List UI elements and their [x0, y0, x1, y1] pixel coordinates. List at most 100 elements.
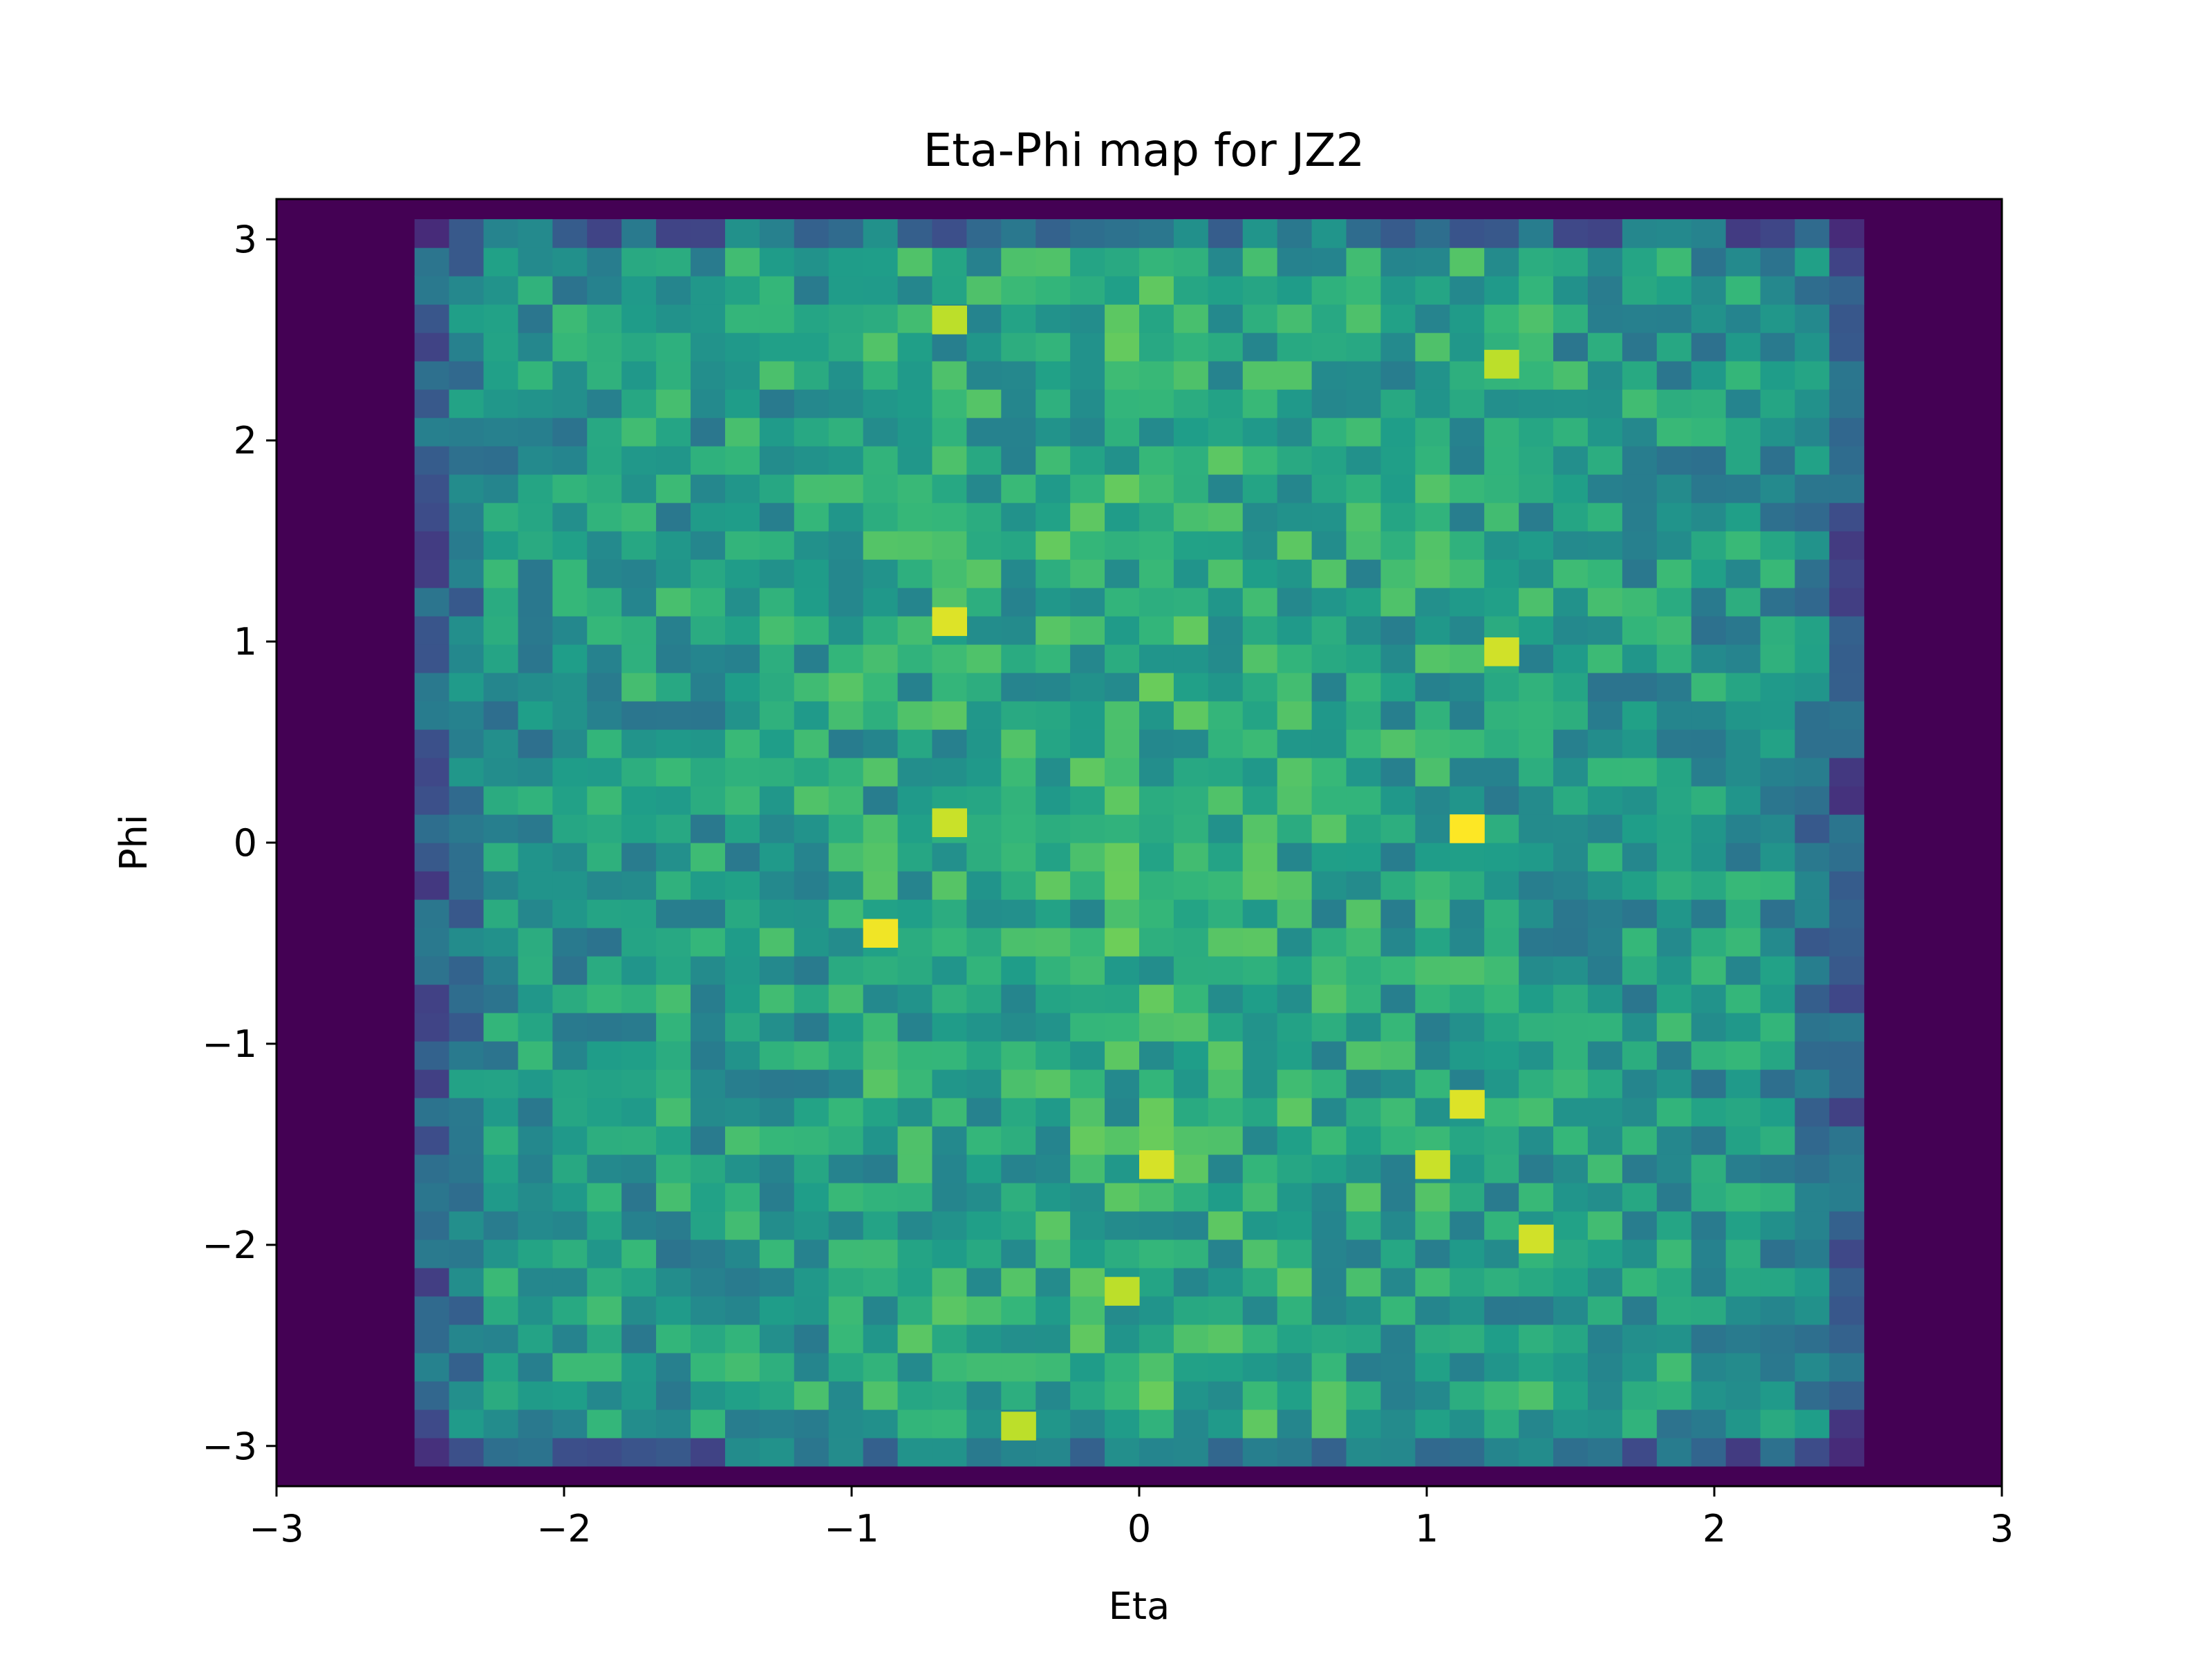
heatmap-cell: [724, 1239, 760, 1268]
heatmap-cell: [1277, 1437, 1313, 1467]
heatmap-cell: [966, 871, 1002, 900]
heatmap-cell: [1450, 729, 1485, 758]
heatmap-cell: [1725, 247, 1761, 276]
heatmap-cell: [1553, 1154, 1588, 1183]
heatmap-cell: [1415, 871, 1450, 900]
heatmap-cell: [1311, 1324, 1347, 1353]
heatmap-cell: [656, 899, 691, 928]
heatmap-cell: [1484, 503, 1519, 532]
heatmap-cell: [1380, 927, 1416, 957]
heatmap-cell: [794, 1380, 830, 1410]
heatmap-cell: [828, 418, 864, 447]
heatmap-cell: [1208, 1210, 1244, 1240]
heatmap-cell: [552, 503, 588, 532]
heatmap-cell: [794, 588, 830, 617]
heatmap-hot-cell: [932, 306, 967, 335]
heatmap-cell: [1173, 843, 1209, 872]
heatmap-cell: [1070, 531, 1105, 560]
heatmap-cell: [1587, 418, 1623, 447]
heatmap-cell: [1208, 1239, 1244, 1268]
heatmap-cell: [1760, 927, 1796, 957]
heatmap-cell: [518, 701, 553, 730]
heatmap-cell: [1380, 1352, 1416, 1382]
heatmap-cell: [1035, 1239, 1071, 1268]
heatmap-cell: [1691, 1154, 1727, 1183]
heatmap-cell: [1001, 531, 1036, 560]
heatmap-cell: [414, 758, 450, 787]
heatmap-cell: [1208, 1097, 1244, 1127]
heatmap-cell: [1346, 1069, 1382, 1098]
heatmap-cell: [828, 1324, 864, 1353]
heatmap-cell: [828, 219, 864, 248]
heatmap-cell: [587, 871, 622, 900]
heatmap-cell: [1415, 1437, 1450, 1467]
heatmap-cell: [518, 276, 553, 305]
heatmap-cell: [621, 276, 657, 305]
heatmap-cell: [1001, 1437, 1036, 1467]
heatmap-cell: [656, 1409, 691, 1438]
heatmap-cell: [1760, 673, 1796, 702]
heatmap-cell: [1035, 1380, 1071, 1410]
heatmap-cell: [1622, 955, 1658, 985]
heatmap-cell: [1242, 474, 1278, 503]
heatmap-cell: [1760, 1012, 1796, 1042]
heatmap-cell: [759, 1295, 795, 1325]
heatmap-cell: [587, 559, 622, 588]
heatmap-cell: [1208, 1069, 1244, 1098]
heatmap-cell: [1346, 1012, 1382, 1042]
heatmap-cell: [932, 843, 967, 872]
heatmap-cell: [1035, 1182, 1071, 1212]
heatmap-cell: [587, 332, 622, 362]
heatmap-cell: [863, 673, 899, 702]
heatmap-cell: [897, 503, 933, 532]
heatmap-cell: [1553, 276, 1588, 305]
heatmap-cell: [587, 219, 622, 248]
heatmap-cell: [1173, 955, 1209, 985]
heatmap-cell: [1587, 332, 1623, 362]
heatmap-cell: [621, 1154, 657, 1183]
heatmap-cell: [1450, 531, 1485, 560]
heatmap-cell: [1691, 503, 1727, 532]
heatmap-cell: [1829, 219, 1864, 248]
heatmap-cell: [1622, 814, 1658, 843]
heatmap-cell: [1760, 786, 1796, 815]
heatmap-cell: [1656, 503, 1692, 532]
heatmap-cell: [587, 1437, 622, 1467]
heatmap-cell: [828, 1239, 864, 1268]
heatmap-cell: [1656, 758, 1692, 787]
heatmap-cell: [1553, 588, 1588, 617]
heatmap-cell: [1001, 1125, 1036, 1155]
heatmap-cell: [483, 332, 519, 362]
heatmap-cell: [621, 1040, 657, 1070]
heatmap-cell: [1519, 984, 1554, 1013]
heatmap-cell: [483, 616, 519, 645]
heatmap-cell: [552, 247, 588, 276]
heatmap-cell: [483, 1437, 519, 1467]
heatmap-cell: [1656, 474, 1692, 503]
heatmap-cell: [1346, 1125, 1382, 1155]
heatmap-cell: [1725, 1295, 1761, 1325]
heatmap-cell: [414, 1154, 450, 1183]
heatmap-cell: [794, 332, 830, 362]
heatmap-cell: [1519, 1352, 1554, 1382]
heatmap-cell: [1553, 418, 1588, 447]
heatmap-cell: [897, 361, 933, 390]
heatmap-cell: [1553, 1210, 1588, 1240]
heatmap-cell: [1725, 814, 1761, 843]
heatmap-cell: [483, 247, 519, 276]
heatmap-cell: [1139, 418, 1174, 447]
heatmap-cell: [1450, 927, 1485, 957]
heatmap-cell: [449, 1324, 485, 1353]
heatmap-cell: [621, 1125, 657, 1155]
heatmap-cell: [1725, 1239, 1761, 1268]
heatmap-cell: [1519, 644, 1554, 673]
heatmap-cell: [1242, 843, 1278, 872]
heatmap-cell: [1277, 276, 1313, 305]
heatmap-cell: [1070, 984, 1105, 1013]
heatmap-cell: [794, 616, 830, 645]
heatmap-cell: [1484, 474, 1519, 503]
heatmap-cell: [1380, 758, 1416, 787]
heatmap-cell: [1035, 927, 1071, 957]
heatmap-cell: [1691, 899, 1727, 928]
heatmap-cell: [863, 219, 899, 248]
